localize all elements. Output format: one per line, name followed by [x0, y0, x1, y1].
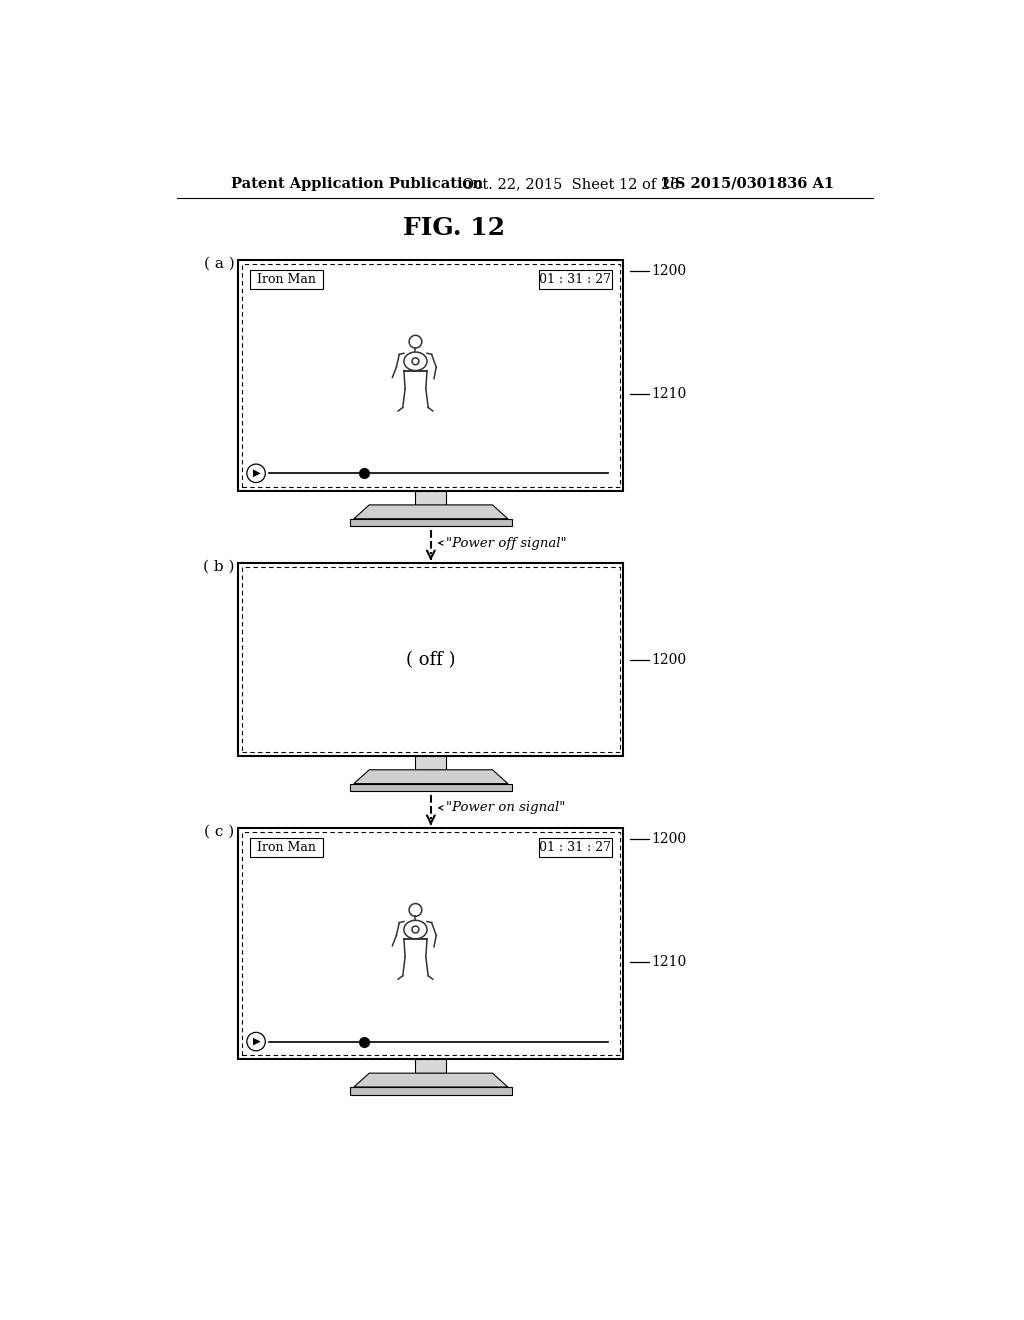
Text: 1210: 1210 — [651, 956, 686, 969]
Text: ( off ): ( off ) — [407, 651, 456, 669]
Polygon shape — [239, 829, 624, 1059]
Polygon shape — [416, 1059, 446, 1073]
Text: "Power off signal": "Power off signal" — [438, 536, 567, 549]
Polygon shape — [416, 756, 446, 770]
Text: FIG. 12: FIG. 12 — [403, 215, 505, 240]
Text: 1210: 1210 — [651, 387, 686, 401]
Text: Iron Man: Iron Man — [257, 841, 316, 854]
Polygon shape — [253, 1038, 261, 1045]
Text: 1200: 1200 — [651, 264, 686, 277]
Polygon shape — [243, 568, 620, 752]
Text: Oct. 22, 2015  Sheet 12 of 26: Oct. 22, 2015 Sheet 12 of 26 — [462, 177, 679, 191]
Polygon shape — [250, 838, 323, 857]
Text: 1200: 1200 — [651, 832, 686, 846]
Polygon shape — [354, 506, 508, 519]
Polygon shape — [239, 564, 624, 756]
Text: 01 : 31 : 27: 01 : 31 : 27 — [540, 841, 611, 854]
Polygon shape — [350, 519, 512, 527]
Polygon shape — [416, 491, 446, 506]
Text: Iron Man: Iron Man — [257, 273, 316, 286]
Text: "Power on signal": "Power on signal" — [438, 801, 565, 814]
Polygon shape — [250, 271, 323, 289]
Text: Patent Application Publication: Patent Application Publication — [230, 177, 482, 191]
Text: 1200: 1200 — [651, 652, 686, 667]
Polygon shape — [239, 260, 624, 491]
Polygon shape — [539, 271, 611, 289]
Text: 01 : 31 : 27: 01 : 31 : 27 — [540, 273, 611, 286]
Text: US 2015/0301836 A1: US 2015/0301836 A1 — [662, 177, 834, 191]
Text: ( c ): ( c ) — [204, 825, 234, 838]
Polygon shape — [243, 832, 620, 1056]
Polygon shape — [539, 838, 611, 857]
Text: ( b ): ( b ) — [204, 560, 234, 574]
Polygon shape — [350, 784, 512, 792]
Polygon shape — [243, 264, 620, 487]
Polygon shape — [354, 770, 508, 784]
Text: ( a ): ( a ) — [204, 256, 234, 271]
Polygon shape — [253, 470, 261, 478]
Polygon shape — [354, 1073, 508, 1088]
Polygon shape — [350, 1088, 512, 1094]
